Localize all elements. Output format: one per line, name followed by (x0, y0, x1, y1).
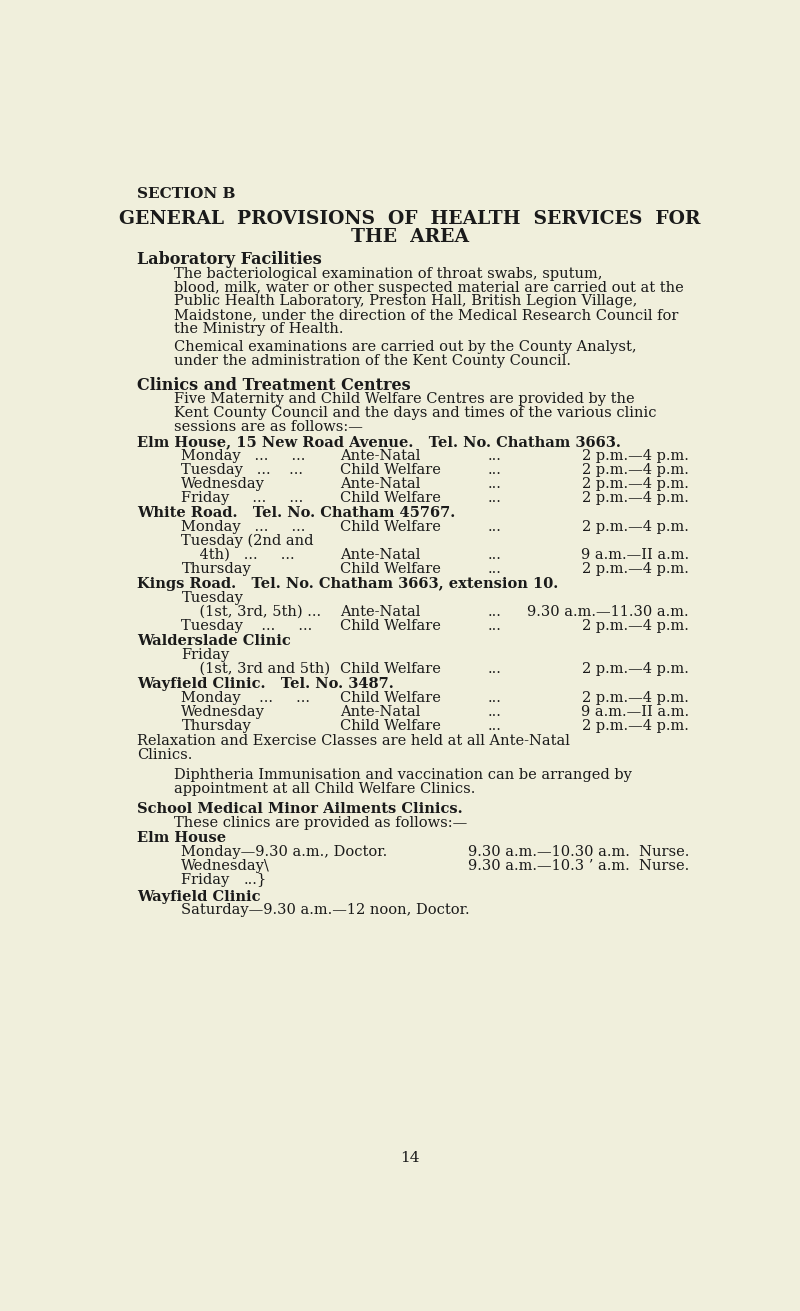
Text: sessions are as follows:—: sessions are as follows:— (174, 420, 362, 434)
Text: School Medical Minor Ailments Clinics.: School Medical Minor Ailments Clinics. (138, 802, 463, 815)
Text: Kings Road.   Tel. No. Chatham 3663, extension 10.: Kings Road. Tel. No. Chatham 3663, exten… (138, 577, 558, 591)
Text: Child Welfare: Child Welfare (340, 520, 441, 534)
Text: Public Health Laboratory, Preston Hall, British Legion Village,: Public Health Laboratory, Preston Hall, … (174, 295, 637, 308)
Text: The bacteriological examination of throat swabs, sputum,: The bacteriological examination of throa… (174, 266, 602, 281)
Text: 2 p.m.—4 p.m.: 2 p.m.—4 p.m. (582, 520, 689, 534)
Text: Saturday—9.30 a.m.—12 noon, Doctor.: Saturday—9.30 a.m.—12 noon, Doctor. (182, 903, 470, 918)
Text: Laboratory Facilities: Laboratory Facilities (138, 252, 322, 269)
Text: THE  AREA: THE AREA (351, 228, 469, 246)
Text: 9.30 a.m.—11.30 a.m.: 9.30 a.m.—11.30 a.m. (527, 604, 689, 619)
Text: Thursday: Thursday (182, 718, 251, 733)
Text: ...: ... (487, 450, 502, 463)
Text: ...: ... (487, 662, 502, 675)
Text: ...: ... (487, 705, 502, 718)
Text: Monday    ...     ...: Monday ... ... (182, 691, 310, 705)
Text: ...: ... (487, 520, 502, 534)
Text: Tuesday (2nd and: Tuesday (2nd and (182, 534, 314, 548)
Text: 2 p.m.—4 p.m.: 2 p.m.—4 p.m. (582, 718, 689, 733)
Text: 2 p.m.—4 p.m.: 2 p.m.—4 p.m. (582, 619, 689, 632)
Text: Ante-Natal: Ante-Natal (340, 705, 421, 718)
Text: Tuesday    ...     ...: Tuesday ... ... (182, 619, 313, 632)
Text: Wednesday: Wednesday (182, 705, 266, 718)
Text: ...: ... (487, 718, 502, 733)
Text: ...: ... (487, 490, 502, 505)
Text: under the administration of the Kent County Council.: under the administration of the Kent Cou… (174, 354, 570, 367)
Text: Monday—9.30 a.m., Doctor.: Monday—9.30 a.m., Doctor. (182, 844, 388, 859)
Text: Friday      }: Friday } (182, 873, 266, 886)
Text: 14: 14 (400, 1151, 420, 1164)
Text: Elm House, 15 New Road Avenue.   Tel. No. Chatham 3663.: Elm House, 15 New Road Avenue. Tel. No. … (138, 435, 621, 450)
Text: Monday   ...     ...: Monday ... ... (182, 450, 306, 463)
Text: ...: ... (243, 873, 258, 886)
Text: ...: ... (487, 477, 502, 490)
Text: ...: ... (487, 463, 502, 477)
Text: Child Welfare: Child Welfare (340, 561, 441, 576)
Text: Five Maternity and Child Welfare Centres are provided by the: Five Maternity and Child Welfare Centres… (174, 392, 634, 406)
Text: Child Welfare: Child Welfare (340, 490, 441, 505)
Text: Tuesday   ...    ...: Tuesday ... ... (182, 463, 303, 477)
Text: blood, milk, water or other suspected material are carried out at the: blood, milk, water or other suspected ma… (174, 281, 683, 295)
Text: (1st, 3rd, 5th) ...: (1st, 3rd, 5th) ... (182, 604, 322, 619)
Text: Child Welfare: Child Welfare (340, 619, 441, 632)
Text: White Road.   Tel. No. Chatham 45767.: White Road. Tel. No. Chatham 45767. (138, 506, 455, 520)
Text: ...: ... (487, 604, 502, 619)
Text: Diphtheria Immunisation and vaccination can be arranged by: Diphtheria Immunisation and vaccination … (174, 768, 631, 781)
Text: Maidstone, under the direction of the Medical Research Council for: Maidstone, under the direction of the Me… (174, 308, 678, 323)
Text: (1st, 3rd and 5th): (1st, 3rd and 5th) (182, 662, 330, 675)
Text: 2 p.m.—4 p.m.: 2 p.m.—4 p.m. (582, 463, 689, 477)
Text: ...: ... (487, 561, 502, 576)
Text: Ante-Natal: Ante-Natal (340, 477, 421, 490)
Text: appointment at all Child Welfare Clinics.: appointment at all Child Welfare Clinics… (174, 781, 475, 796)
Text: 4th)   ...     ...: 4th) ... ... (182, 548, 295, 561)
Text: 2 p.m.—4 p.m.: 2 p.m.—4 p.m. (582, 450, 689, 463)
Text: Tuesday: Tuesday (182, 591, 243, 604)
Text: SECTION B: SECTION B (138, 186, 236, 201)
Text: Child Welfare: Child Welfare (340, 691, 441, 705)
Text: 2 p.m.—4 p.m.: 2 p.m.—4 p.m. (582, 477, 689, 490)
Text: Relaxation and Exercise Classes are held at all Ante-Natal: Relaxation and Exercise Classes are held… (138, 734, 570, 749)
Text: Monday   ...     ...: Monday ... ... (182, 520, 306, 534)
Text: 9.30 a.m.—10.30 a.m.  Nurse.: 9.30 a.m.—10.30 a.m. Nurse. (468, 844, 689, 859)
Text: Kent County Council and the days and times of the various clinic: Kent County Council and the days and tim… (174, 406, 656, 420)
Text: Wayfield Clinic: Wayfield Clinic (138, 890, 261, 903)
Text: 2 p.m.—4 p.m.: 2 p.m.—4 p.m. (582, 691, 689, 705)
Text: Wednesday\: Wednesday\ (182, 859, 270, 873)
Text: Friday     ...     ...: Friday ... ... (182, 490, 304, 505)
Text: Wayfield Clinic.   Tel. No. 3487.: Wayfield Clinic. Tel. No. 3487. (138, 676, 394, 691)
Text: GENERAL  PROVISIONS  OF  HEALTH  SERVICES  FOR: GENERAL PROVISIONS OF HEALTH SERVICES FO… (119, 210, 701, 228)
Text: These clinics are provided as follows:—: These clinics are provided as follows:— (174, 815, 467, 830)
Text: Child Welfare: Child Welfare (340, 463, 441, 477)
Text: Ante-Natal: Ante-Natal (340, 450, 421, 463)
Text: Chemical examinations are carried out by the County Analyst,: Chemical examinations are carried out by… (174, 340, 636, 354)
Text: Elm House: Elm House (138, 831, 226, 846)
Text: Child Welfare: Child Welfare (340, 662, 441, 675)
Text: the Ministry of Health.: the Ministry of Health. (174, 323, 343, 336)
Text: Ante-Natal: Ante-Natal (340, 604, 421, 619)
Text: 2 p.m.—4 p.m.: 2 p.m.—4 p.m. (582, 490, 689, 505)
Text: Thursday: Thursday (182, 561, 251, 576)
Text: Clinics.: Clinics. (138, 747, 193, 762)
Text: ...: ... (487, 619, 502, 632)
Text: Friday: Friday (182, 648, 230, 662)
Text: 9 a.m.—II a.m.: 9 a.m.—II a.m. (581, 548, 689, 561)
Text: ...: ... (487, 691, 502, 705)
Text: Walderslade Clinic: Walderslade Clinic (138, 635, 291, 648)
Text: Clinics and Treatment Centres: Clinics and Treatment Centres (138, 376, 411, 393)
Text: ...: ... (487, 548, 502, 561)
Text: 2 p.m.—4 p.m.: 2 p.m.—4 p.m. (582, 561, 689, 576)
Text: 9.30 a.m.—10.3 ’ a.m.  Nurse.: 9.30 a.m.—10.3 ’ a.m. Nurse. (468, 859, 689, 873)
Text: Child Welfare: Child Welfare (340, 718, 441, 733)
Text: 9 a.m.—II a.m.: 9 a.m.—II a.m. (581, 705, 689, 718)
Text: Wednesday: Wednesday (182, 477, 266, 490)
Text: Ante-Natal: Ante-Natal (340, 548, 421, 561)
Text: 2 p.m.—4 p.m.: 2 p.m.—4 p.m. (582, 662, 689, 675)
